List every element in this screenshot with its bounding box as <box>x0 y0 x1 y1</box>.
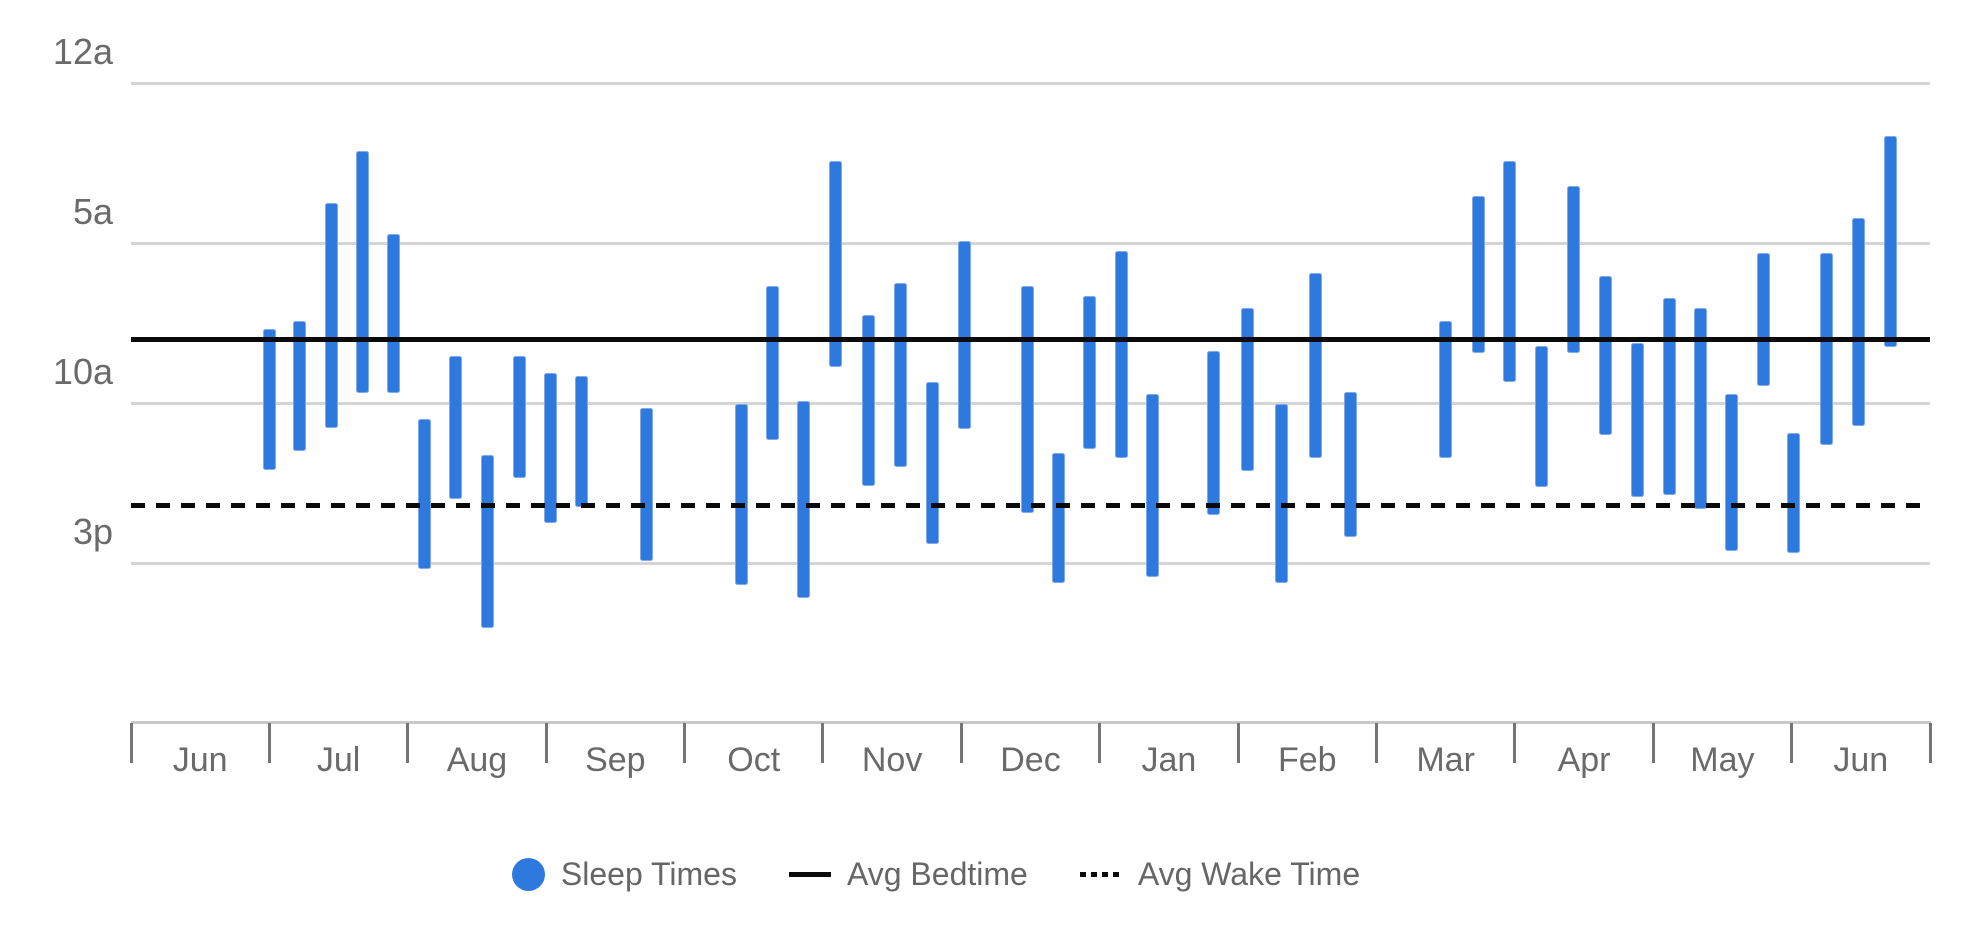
sleep-bar[interactable] <box>893 283 907 467</box>
sleep-bar[interactable] <box>1566 186 1580 354</box>
x-axis-tick <box>1513 723 1517 763</box>
sleep-bar[interactable] <box>512 355 526 478</box>
x-axis-tick <box>544 723 548 763</box>
legend-label-avg-wake-time: Avg Wake Time <box>1137 856 1361 892</box>
sleep-bar[interactable] <box>543 372 557 523</box>
sleep-bar[interactable] <box>1598 275 1612 435</box>
sleep-bar[interactable] <box>1694 307 1707 509</box>
gridline-5a <box>131 242 1930 245</box>
legend-item-avg-bedtime[interactable]: Avg Bedtime <box>788 856 1028 893</box>
y-axis-label-3p: 3p <box>72 511 113 552</box>
sleep-bar[interactable] <box>386 234 400 394</box>
y-axis-label-5a: 5a <box>72 191 113 232</box>
sleep-times-dot-icon <box>511 858 545 891</box>
sleep-bar[interactable] <box>828 161 842 368</box>
sleep-bar[interactable] <box>1274 403 1288 584</box>
x-axis-tick <box>1928 723 1932 763</box>
sleep-bar[interactable] <box>734 403 748 586</box>
sleep-bar[interactable] <box>480 455 494 628</box>
month-label-aug-2: Aug <box>446 741 508 779</box>
sleep-bar[interactable] <box>1114 251 1128 459</box>
x-axis-line <box>131 721 1931 724</box>
legend-item-avg-wake-time[interactable]: Avg Wake Time <box>1079 856 1361 893</box>
gridline-3p <box>131 562 1930 565</box>
legend-item-sleep-times[interactable]: Sleep Times <box>511 856 737 893</box>
month-label-may-11: May <box>1690 741 1755 779</box>
month-label-dec-6: Dec <box>1000 741 1061 779</box>
y-axis-label-12a: 12a <box>52 31 113 72</box>
sleep-bar[interactable] <box>861 315 875 486</box>
sleep-bar[interactable] <box>796 401 810 598</box>
month-label-mar-9: Mar <box>1416 741 1475 779</box>
sleep-bar[interactable] <box>1145 394 1159 578</box>
sleep-bar[interactable] <box>1852 218 1865 427</box>
x-axis-tick <box>1790 723 1794 763</box>
month-label-jun-12: Jun <box>1833 741 1889 779</box>
x-axis-tick <box>1651 723 1655 763</box>
x-axis-tick <box>1374 723 1378 763</box>
sleep-bar[interactable] <box>639 408 653 562</box>
solid-line-icon <box>788 872 831 877</box>
x-axis-tick <box>1098 723 1102 763</box>
month-label-sep-3: Sep <box>585 741 646 779</box>
sleep-bar[interactable] <box>1883 136 1897 347</box>
sleep-bar[interactable] <box>925 381 939 545</box>
x-axis-tick <box>129 723 133 763</box>
x-axis-tick <box>406 723 410 763</box>
sleep-bar[interactable] <box>1725 394 1738 552</box>
month-label-nov-5: Nov <box>861 741 923 779</box>
x-axis-tick <box>1236 723 1240 763</box>
dotted-line-icon <box>1079 872 1122 877</box>
y-axis-label-10a: 10a <box>52 351 113 392</box>
month-label-jun-0: Jun <box>172 741 228 779</box>
month-label-apr-10: Apr <box>1557 741 1611 779</box>
sleep-bar[interactable] <box>1471 195 1485 354</box>
x-axis-tick <box>821 723 825 763</box>
month-label-feb-8: Feb <box>1277 741 1337 779</box>
sleep-bar[interactable] <box>1503 161 1516 382</box>
sleep-bar[interactable] <box>1820 252 1833 445</box>
sleep-bar[interactable] <box>1663 298 1676 496</box>
sleep-bar[interactable] <box>1207 351 1220 515</box>
sleep-bar[interactable] <box>263 329 276 470</box>
gridline-12a <box>131 82 1930 85</box>
sleep-bar[interactable] <box>1308 273 1322 459</box>
month-label-oct-4: Oct <box>727 741 781 779</box>
sleep-bar[interactable] <box>1787 433 1800 554</box>
chart-legend: Sleep Times Avg Bedtime Avg Wake Time <box>0 856 1927 893</box>
sleep-bar[interactable] <box>765 285 779 441</box>
sleep-bar[interactable] <box>958 241 971 429</box>
avg-bedtime-line <box>131 336 1930 342</box>
sleep-bar[interactable] <box>1240 307 1254 472</box>
month-label-jul-1: Jul <box>316 741 361 779</box>
x-axis-tick <box>959 723 963 763</box>
sleep-bar[interactable] <box>1534 346 1548 488</box>
sleep-bar[interactable] <box>1631 343 1644 498</box>
sleep-bar[interactable] <box>1082 296 1096 450</box>
sleep-bar[interactable] <box>324 203 338 428</box>
sleep-bar[interactable] <box>1439 321 1452 459</box>
month-label-jan-7: Jan <box>1141 741 1197 779</box>
avg-wake-time-line <box>131 502 1930 508</box>
sleep-bar[interactable] <box>293 321 306 451</box>
sleep-bar[interactable] <box>574 376 588 507</box>
legend-label-avg-bedtime: Avg Bedtime <box>846 856 1028 892</box>
sleep-bar[interactable] <box>448 355 462 499</box>
x-axis-tick <box>683 723 687 763</box>
x-axis-tick <box>267 723 271 763</box>
sleep-bar[interactable] <box>1343 392 1357 538</box>
legend-label-sleep-times: Sleep Times <box>560 856 737 892</box>
sleep-bar[interactable] <box>1756 252 1770 387</box>
sleep-bar[interactable] <box>418 419 431 570</box>
sleep-bar[interactable] <box>1020 285 1034 514</box>
sleep-bar[interactable] <box>355 151 369 394</box>
sleep-bar[interactable] <box>1051 452 1065 584</box>
